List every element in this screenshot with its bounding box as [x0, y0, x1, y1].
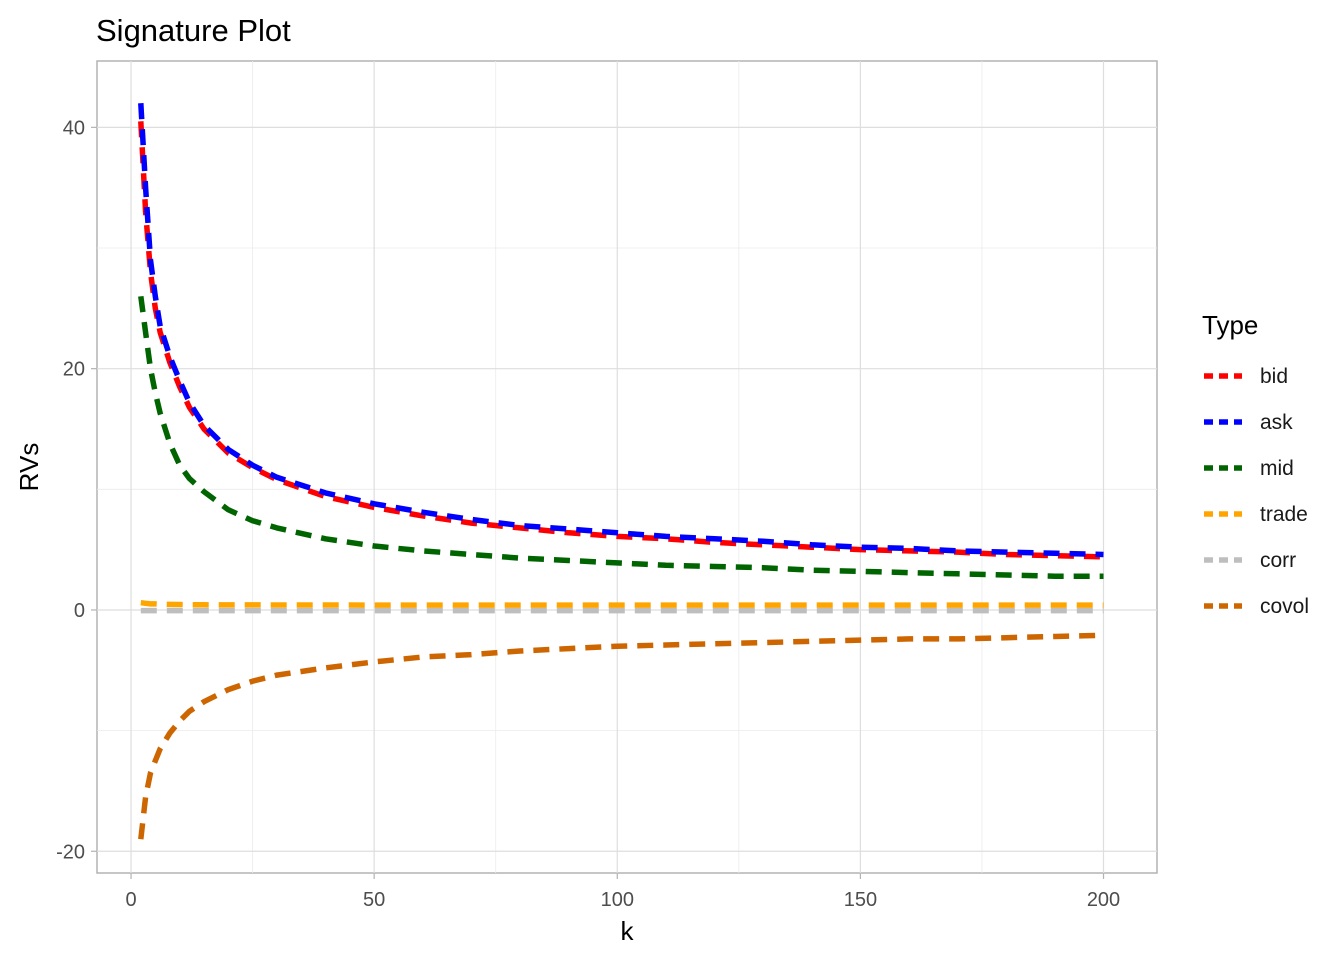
- x-tick-label: 50: [363, 889, 385, 911]
- legend-label-ask: ask: [1260, 411, 1293, 434]
- legend-item-corr: corr: [1204, 549, 1296, 572]
- legend-label-bid: bid: [1260, 365, 1288, 388]
- y-axis-ticks: -20 0 20 40: [56, 117, 97, 863]
- x-tick-label: 150: [844, 889, 877, 911]
- legend-label-trade: trade: [1260, 503, 1308, 526]
- series-line-ask: [138, 103, 1104, 558]
- y-tick-label: 0: [74, 600, 85, 622]
- x-axis-title: k: [621, 916, 635, 946]
- legend-item-ask: ask: [1204, 411, 1293, 434]
- y-tick-label: 20: [63, 359, 85, 381]
- x-axis-ticks: 0 50 100 150 200: [125, 873, 1120, 911]
- legend-item-mid: mid: [1204, 457, 1294, 480]
- legend-item-trade: trade: [1204, 503, 1308, 526]
- x-tick-label: 100: [601, 889, 634, 911]
- y-tick-label: -20: [56, 841, 85, 863]
- legend: Type bid ask mid trade corr covol: [1202, 310, 1309, 618]
- legend-label-covol: covol: [1260, 595, 1309, 618]
- legend-label-corr: corr: [1260, 549, 1296, 572]
- series-lines: [138, 103, 1104, 840]
- plot-panel: [96, 60, 1158, 874]
- legend-title: Type: [1202, 310, 1258, 340]
- series-line-trade: [140, 599, 1104, 608]
- series-line-mid: [138, 295, 1104, 579]
- y-tick-label: 40: [63, 117, 85, 139]
- legend-label-mid: mid: [1260, 457, 1294, 480]
- x-tick-label: 200: [1087, 889, 1120, 911]
- chart-title: Signature Plot: [96, 13, 291, 48]
- legend-item-covol: covol: [1204, 595, 1309, 618]
- x-tick-label: 0: [125, 889, 136, 911]
- y-axis-title: RVs: [14, 443, 44, 492]
- series-line-covol: [138, 632, 1104, 840]
- legend-item-bid: bid: [1204, 365, 1288, 388]
